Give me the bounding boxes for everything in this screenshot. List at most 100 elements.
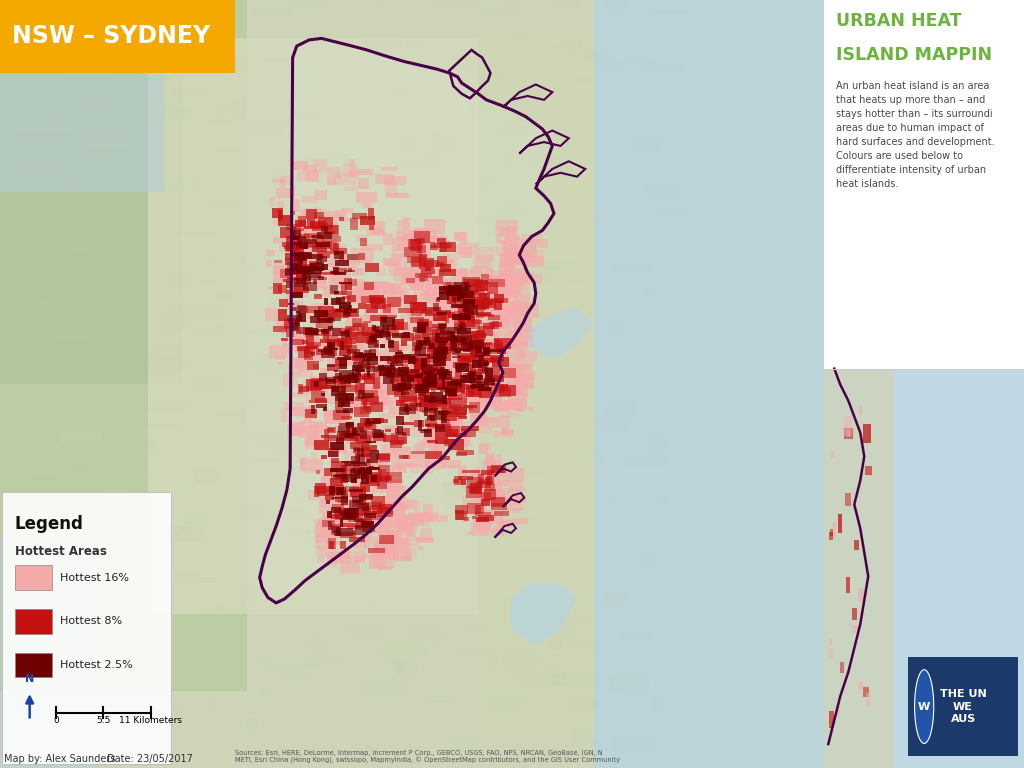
Bar [298, 263, 315, 269]
Bar [398, 298, 419, 303]
Bar [305, 398, 324, 402]
Bar [356, 500, 367, 505]
Bar [361, 521, 374, 525]
Bar [383, 498, 413, 502]
Bar [34, 299, 51, 311]
Bar [476, 378, 481, 386]
Bar [24, 341, 69, 357]
Bar [464, 291, 477, 302]
Bar [461, 269, 482, 273]
Bar [421, 371, 435, 376]
Bar [410, 303, 426, 313]
Bar [330, 442, 344, 451]
Bar [507, 370, 518, 375]
Bar [446, 335, 455, 339]
Bar [373, 318, 397, 329]
Bar [353, 362, 361, 371]
Bar [299, 240, 316, 247]
Bar [465, 386, 483, 399]
Bar [384, 337, 390, 350]
Bar [305, 170, 319, 182]
Bar [362, 441, 369, 446]
Bar [502, 366, 513, 372]
Bar [353, 447, 359, 453]
Bar [279, 285, 287, 293]
Bar [447, 394, 462, 400]
Bar [414, 396, 422, 405]
Bar [292, 230, 301, 238]
Bar [377, 329, 388, 339]
Bar [483, 348, 489, 356]
Bar [435, 278, 456, 286]
Bar [504, 257, 516, 262]
Bar [490, 382, 499, 386]
Bar [336, 413, 346, 423]
Bar [382, 458, 399, 463]
Bar [337, 280, 346, 287]
Bar [451, 293, 469, 300]
Bar [486, 275, 506, 280]
Bar [834, 522, 836, 539]
Bar [100, 489, 129, 498]
Bar [148, 114, 170, 118]
Bar [439, 292, 449, 300]
Bar [317, 518, 337, 530]
Bar [285, 289, 292, 302]
Bar [303, 241, 308, 249]
Bar [63, 26, 86, 41]
Bar [463, 293, 475, 302]
Bar [321, 239, 337, 253]
Bar [366, 369, 371, 372]
Bar [343, 523, 356, 528]
Bar [369, 467, 380, 469]
Bar [436, 352, 442, 354]
Bar [476, 372, 486, 378]
Bar [475, 399, 495, 404]
Bar [313, 519, 335, 533]
Bar [332, 273, 351, 284]
Bar [422, 310, 432, 313]
Bar [460, 323, 465, 329]
Bar [175, 552, 191, 558]
Bar [385, 479, 402, 490]
Bar [504, 237, 520, 240]
Bar [409, 359, 416, 363]
Bar [306, 306, 322, 313]
Bar [464, 306, 469, 312]
Bar [304, 439, 311, 443]
Bar [414, 382, 427, 389]
Bar [458, 341, 470, 352]
Bar [399, 315, 406, 323]
Bar [300, 327, 312, 334]
Bar [508, 301, 530, 311]
Bar [364, 282, 375, 290]
Bar [315, 241, 332, 249]
Bar [605, 0, 626, 12]
Bar [297, 346, 309, 350]
Bar [482, 443, 490, 452]
Bar [335, 399, 343, 410]
Bar [58, 456, 94, 465]
Bar [373, 335, 381, 340]
Bar [408, 528, 414, 537]
Bar [467, 280, 475, 290]
Bar [824, 369, 1024, 768]
Bar [414, 515, 432, 522]
Bar [418, 342, 427, 345]
Bar [458, 465, 466, 476]
Bar [446, 372, 457, 377]
Bar [350, 442, 364, 449]
Bar [311, 331, 316, 335]
Bar [72, 240, 89, 252]
Bar [367, 453, 371, 456]
Bar [338, 500, 348, 503]
Bar [366, 505, 383, 510]
Bar [409, 406, 420, 421]
Bar [310, 230, 330, 235]
Bar [307, 219, 315, 227]
Bar [371, 496, 385, 507]
Bar [324, 299, 328, 305]
Bar [310, 378, 328, 389]
Bar [336, 515, 350, 518]
Bar [439, 263, 451, 272]
